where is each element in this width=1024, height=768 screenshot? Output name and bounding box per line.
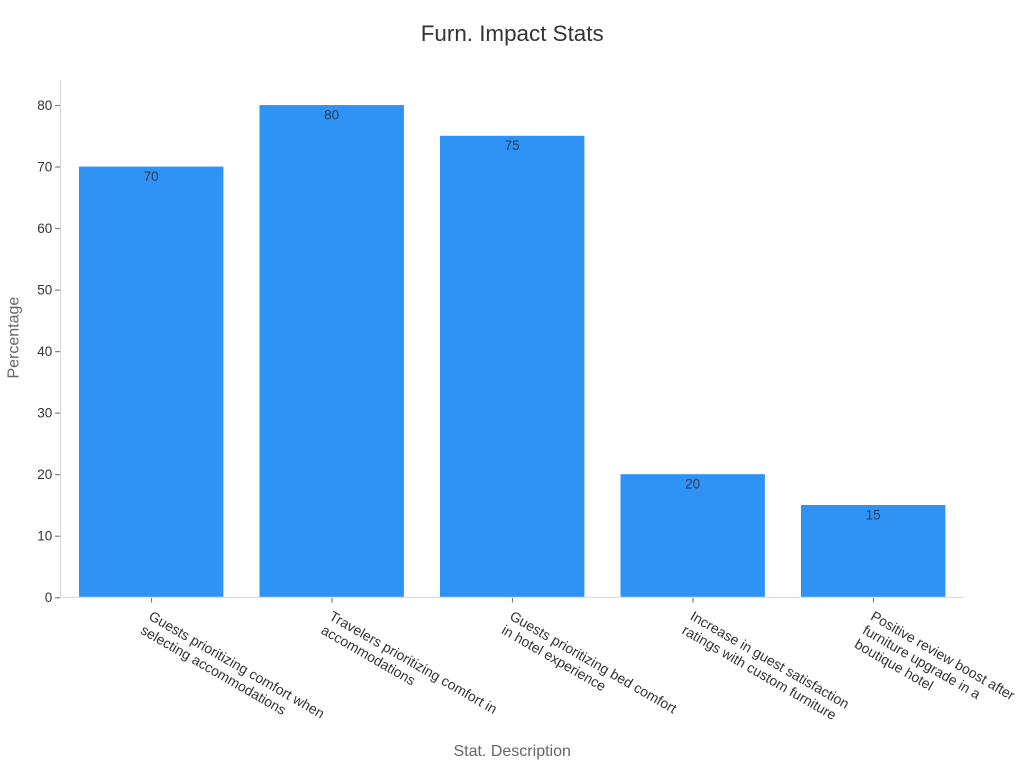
svg-text:75: 75	[505, 138, 520, 153]
svg-text:10: 10	[37, 529, 52, 544]
svg-text:Furn. Impact Stats: Furn. Impact Stats	[421, 21, 604, 46]
svg-text:Percentage: Percentage	[5, 297, 22, 379]
svg-text:70: 70	[37, 159, 52, 174]
svg-text:0: 0	[45, 590, 53, 605]
svg-text:70: 70	[144, 169, 159, 184]
svg-text:20: 20	[37, 467, 52, 482]
svg-text:15: 15	[866, 507, 881, 522]
svg-text:Stat. Description: Stat. Description	[454, 743, 571, 760]
svg-text:30: 30	[37, 405, 52, 420]
svg-text:60: 60	[37, 221, 52, 236]
svg-text:20: 20	[685, 477, 700, 492]
svg-text:80: 80	[324, 108, 339, 123]
svg-text:80: 80	[37, 98, 52, 113]
svg-text:40: 40	[37, 344, 52, 359]
svg-text:50: 50	[37, 282, 52, 297]
